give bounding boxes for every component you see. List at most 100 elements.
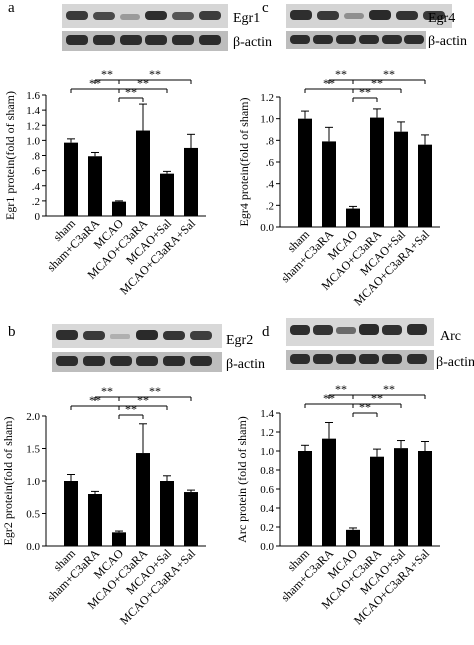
y-tick-label: 1.0 xyxy=(26,476,40,488)
panel-a: a Egr1 β-actin 0 .2 .4 .6 xyxy=(3,0,272,297)
bar xyxy=(88,156,102,216)
blot-d-control-label: β-actin xyxy=(436,355,474,370)
y-tick-label: 0.4 xyxy=(260,503,274,515)
significance-label: ** xyxy=(101,67,113,81)
y-tick-label: .8 xyxy=(266,135,275,147)
blot-band xyxy=(56,330,78,340)
blot-band xyxy=(163,356,185,366)
y-tick-label: 0.0 xyxy=(260,541,274,553)
significance-label: ** xyxy=(149,384,161,398)
bar xyxy=(418,144,432,227)
blot-c-target-label: Egr4 xyxy=(428,11,455,26)
significance-label: ** xyxy=(383,67,395,81)
blot-actin-bands xyxy=(66,35,221,45)
bar xyxy=(346,208,360,227)
blot-egr4-bands xyxy=(290,10,445,20)
blot-arc-bands xyxy=(290,324,427,335)
blot-band xyxy=(407,354,427,364)
panel-letter-a: a xyxy=(8,0,15,16)
bar xyxy=(184,492,198,546)
blot-band xyxy=(317,11,339,20)
bar xyxy=(322,141,336,227)
bar xyxy=(88,494,102,546)
bar xyxy=(394,448,408,546)
y-tick-label: 0.8 xyxy=(260,465,274,477)
blot-band xyxy=(136,330,158,340)
blot-band xyxy=(83,356,105,366)
blot-b-target-label: Egr2 xyxy=(226,333,253,348)
bar-chart-d: 0.0 0.2 0.4 0.6 0.8 1.0 1.2 1.4 Arc protein (fol… xyxy=(235,382,440,627)
blot-band xyxy=(423,11,445,20)
blot-band xyxy=(344,13,364,19)
bar-chart-c: 0.0 .2 .4 .6 .8 1.0 1.2 Egr4 protein(fold of sh… xyxy=(237,67,440,308)
blot-band xyxy=(145,35,167,45)
y-axis-label: Egr4 protein(fold of sham) xyxy=(237,98,251,227)
blot-band xyxy=(66,11,88,20)
bar xyxy=(112,532,126,546)
blot-actin-bands xyxy=(56,356,212,366)
blot-b: Egr2 β-actin xyxy=(52,324,265,372)
bar-chart-b: 0.0 0.5 1.0 1.5 2.0 Egr2 protein(fold of sham… xyxy=(1,384,206,627)
y-tick-label: 1.2 xyxy=(26,120,40,132)
y-tick-label: 1.0 xyxy=(26,135,40,147)
blot-c-control-label: β-actin xyxy=(428,34,467,49)
blot-band xyxy=(404,35,424,44)
bar xyxy=(370,456,384,546)
significance-label: ** xyxy=(125,85,137,99)
y-axis-label: Egr2 protein(fold of sham) xyxy=(1,417,15,546)
y-tick-label: .6 xyxy=(32,166,41,178)
blot-band xyxy=(199,35,221,45)
blot-band xyxy=(336,354,356,364)
blot-band xyxy=(290,35,310,44)
y-tick-label: 1.0 xyxy=(260,114,274,126)
significance-label: ** xyxy=(359,400,371,414)
y-tick-label: 1.2 xyxy=(260,427,274,439)
y-tick-label: .6 xyxy=(266,157,275,169)
panel-letter-d: d xyxy=(262,324,270,340)
y-axis-label: Egr1 protein(fold of sham) xyxy=(3,91,17,220)
blot-band xyxy=(163,331,185,340)
y-tick-label: 0.6 xyxy=(260,484,274,496)
bar xyxy=(64,142,78,216)
significance-label: ** xyxy=(137,76,149,90)
bar xyxy=(112,201,126,216)
blot-band xyxy=(382,354,402,364)
blot-band xyxy=(290,325,310,335)
significance-label: ** xyxy=(137,393,149,407)
y-tick-label: 1.6 xyxy=(26,90,40,102)
y-tick-label: 0.0 xyxy=(26,541,40,553)
blot-band xyxy=(336,35,356,44)
bar xyxy=(64,481,78,546)
blot-band xyxy=(396,11,418,20)
y-tick-label: 1.4 xyxy=(260,408,274,420)
blot-band xyxy=(93,12,115,20)
panel-b: b Egr2 β-actin 0.00.51 xyxy=(1,324,265,627)
blot-band xyxy=(290,10,312,20)
bar xyxy=(160,481,174,546)
blot-band xyxy=(382,325,402,335)
y-tick-label: .4 xyxy=(32,181,41,193)
significance-label: ** xyxy=(359,85,371,99)
bar xyxy=(394,131,408,227)
y-axis-label: Arc protein (fold of sham) xyxy=(235,416,249,543)
y-tick-label: 1.4 xyxy=(26,105,40,117)
bar xyxy=(298,118,312,227)
blot-d-target-label: Arc xyxy=(440,329,461,344)
blot-actin-bands xyxy=(290,35,424,44)
y-tick-label: 2.0 xyxy=(26,411,40,423)
blot-band xyxy=(359,35,379,44)
bar xyxy=(370,117,384,227)
bar xyxy=(136,453,150,546)
blot-a-control-label: β-actin xyxy=(233,35,272,50)
blot-c: Egr4 β-actin xyxy=(286,4,467,49)
blot-band xyxy=(290,354,310,364)
blot-band xyxy=(172,12,194,20)
blot-band xyxy=(110,334,130,339)
blot-band xyxy=(199,11,221,20)
bar xyxy=(136,130,150,216)
panel-letter-b: b xyxy=(8,324,16,340)
bar xyxy=(346,529,360,546)
blot-band xyxy=(145,11,167,20)
blot-band xyxy=(359,354,379,364)
